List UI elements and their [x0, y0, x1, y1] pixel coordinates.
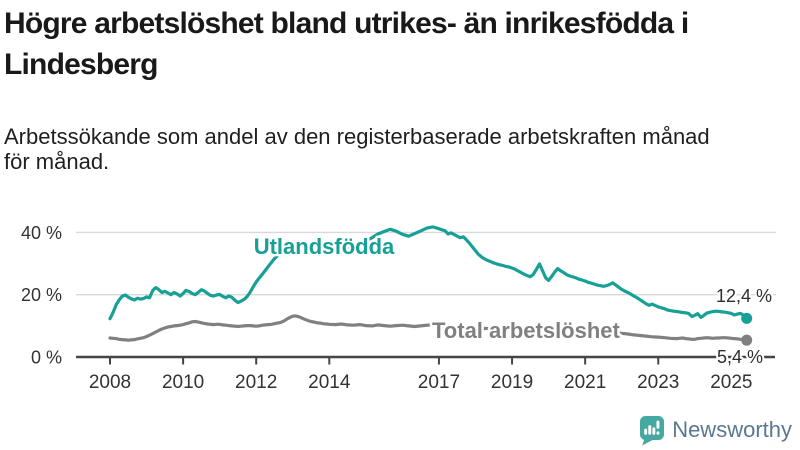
series-inline-label-0: Utlandsfödda	[254, 234, 395, 259]
x-axis-tick-label: 2008	[89, 372, 131, 393]
page-title-line-1: Högre arbetslöshet bland utrikes- än inr…	[4, 7, 689, 40]
y-axis-tick-label: 0 %	[31, 348, 62, 368]
x-axis-tick-label: 2017	[418, 372, 460, 393]
y-axis-tick-label: 20 %	[21, 285, 62, 305]
newsworthy-logo[interactable]: Newsworthy	[639, 414, 792, 446]
newsworthy-wordmark: Newsworthy	[672, 417, 792, 442]
series-end-value-label-0: 12,4 %	[716, 286, 772, 306]
page-subtitle-line-1: Arbetssökande som andel av den registerb…	[4, 124, 710, 149]
series-line-0	[108, 225, 749, 321]
y-axis-tick-label: 40 %	[21, 223, 62, 243]
x-axis-tick-label: 2019	[491, 372, 533, 393]
newsworthy-bubble-icon	[640, 415, 665, 445]
series-end-dot-0	[741, 312, 753, 324]
x-axis-tick-label: 2023	[637, 372, 679, 393]
x-axis-tick-label: 2021	[564, 372, 606, 393]
page-title: Högre arbetslöshet bland utrikes- än inr…	[4, 3, 796, 85]
x-axis-tick-label: 2014	[308, 372, 351, 393]
page-subtitle: Arbetssökande som andel av den registerb…	[4, 124, 796, 174]
series-line-1	[108, 314, 749, 342]
page-subtitle-line-2: för månad.	[4, 149, 110, 174]
series-end-dot-1	[741, 334, 753, 346]
page-title-line-2: Lindesberg	[4, 48, 159, 81]
x-axis-tick-label: 2025	[710, 372, 752, 393]
series-end-value-label-1: 5,4 %	[717, 347, 763, 367]
x-axis-tick-label: 2010	[162, 372, 204, 393]
series-inline-label-1: Total arbetslöshet	[432, 318, 621, 343]
x-axis-tick-label: 2012	[235, 372, 277, 393]
